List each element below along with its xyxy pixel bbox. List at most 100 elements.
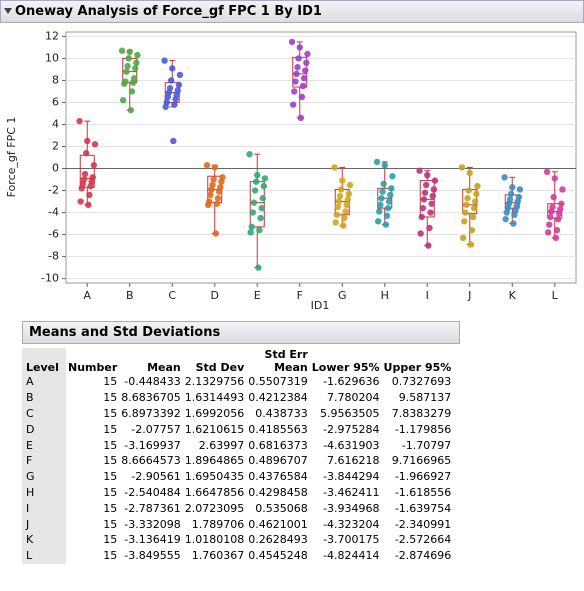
data-point [335, 198, 343, 205]
y-tick-label: -6 [48, 228, 59, 241]
data-point [467, 241, 475, 248]
x-tick-label: F [297, 289, 303, 302]
column-header: Std Dev [195, 361, 245, 374]
table-cell: 15 [103, 549, 118, 563]
table-row: J 15 -3.332098 1.789706 0.4621001 -4.323204 -2… [22, 516, 453, 532]
x-tick-label: I [426, 289, 429, 302]
data-point [381, 162, 388, 169]
table-cell: G [22, 468, 66, 485]
data-point [544, 229, 552, 236]
y-tick-label: 0 [52, 162, 59, 175]
data-point [251, 187, 259, 194]
data-point [208, 186, 215, 193]
data-point [428, 200, 435, 207]
data-point [257, 214, 264, 222]
data-point [87, 182, 94, 190]
data-point [384, 204, 392, 212]
table-cell: 15 [103, 375, 118, 389]
table-cell: 15 [103, 391, 118, 405]
x-tick-label: E [254, 289, 261, 302]
table-cell: -3.462411 [323, 485, 380, 499]
data-point [503, 209, 510, 216]
table-cell: 0.5507319 [248, 375, 308, 389]
table-cell: 0.438733 [255, 406, 308, 420]
data-point [374, 218, 382, 225]
column-header: Mean [147, 361, 181, 374]
table-cell: -1.179856 [394, 422, 452, 436]
data-point [427, 209, 434, 216]
table-row: G 15 -2.90561 1.6950435 0.4376584 -3.844294 -1… [22, 468, 453, 485]
table-cell: 1.6647856 [184, 485, 245, 499]
data-point [76, 117, 83, 125]
data-point [337, 186, 345, 193]
table-header[interactable]: Means and Std Deviations [22, 321, 460, 344]
x-tick-label: B [126, 289, 134, 302]
table-cell: 15 [103, 470, 118, 484]
data-point [422, 181, 430, 189]
data-point [511, 211, 518, 218]
table-cell: D [22, 421, 66, 438]
data-point [121, 80, 128, 87]
column-header: Lower 95% [311, 361, 380, 374]
data-point [464, 195, 471, 202]
data-point [133, 59, 140, 67]
table-cell: 2.63997 [198, 438, 245, 452]
data-point [210, 176, 217, 183]
data-point [431, 177, 439, 184]
data-point [470, 204, 478, 212]
table-cell: -4.631903 [323, 438, 380, 452]
y-axis-label: Force_gf FPC 1 [5, 117, 18, 198]
data-point [342, 208, 349, 215]
data-point [459, 234, 467, 242]
data-point [509, 184, 516, 191]
y-tick-label: -10 [41, 272, 59, 285]
table-cell: -1.966927 [394, 470, 452, 484]
data-point [207, 191, 214, 199]
data-point [380, 180, 387, 188]
table-cell: 1.8964865 [184, 454, 245, 468]
data-point [252, 178, 260, 185]
chart: ID1 Force_gf FPC 1 -10 -8 -6 -4 -2 0 2 4 6 8 10 12 A… [5, 29, 577, 312]
data-point [118, 47, 126, 54]
data-point [298, 93, 306, 101]
table-cell: 1.6950435 [184, 470, 245, 484]
data-point [378, 195, 385, 202]
table-cell: L [22, 547, 66, 564]
data-point [254, 171, 261, 179]
data-point [176, 71, 184, 79]
data-point [466, 169, 473, 177]
data-point [90, 162, 98, 169]
y-tick-label: 4 [52, 117, 59, 130]
data-point [345, 190, 353, 198]
data-point [510, 220, 517, 227]
data-point [559, 186, 566, 193]
data-point [501, 174, 508, 181]
table-cell: 1.760367 [191, 549, 245, 563]
data-point [376, 208, 383, 215]
data-point [293, 70, 300, 78]
data-point [343, 201, 350, 209]
data-point [134, 51, 141, 59]
table-cell: 1.6992056 [184, 406, 245, 420]
table-row: B 15 8.6836705 1.6314493 0.4212384 7.780204 9.… [22, 389, 453, 406]
data-point [171, 101, 178, 108]
data-point [339, 177, 346, 184]
table-cell: 0.535068 [255, 501, 308, 515]
column-header: Number [68, 361, 118, 374]
data-point [546, 221, 553, 228]
data-point [256, 226, 263, 234]
table-cell: -3.136419 [124, 533, 181, 547]
table-cell: 0.4376584 [248, 470, 308, 484]
data-point [250, 199, 258, 206]
data-point [299, 82, 307, 90]
table-cell: 2.1329756 [184, 375, 245, 389]
data-point [86, 191, 93, 199]
data-point [458, 164, 466, 171]
data-point [383, 212, 391, 220]
data-point [91, 141, 99, 148]
data-point [258, 204, 265, 212]
disclosure-icon[interactable] [4, 8, 12, 14]
data-point [430, 186, 438, 193]
data-point [288, 38, 296, 46]
report-header[interactable]: Oneway Analysis of Force_gf FPC 1 By ID1 [0, 0, 584, 23]
